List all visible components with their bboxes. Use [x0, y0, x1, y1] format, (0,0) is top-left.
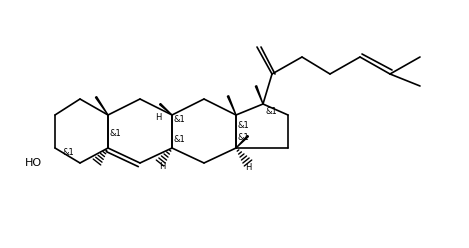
Text: &1: &1 — [265, 107, 277, 117]
Polygon shape — [159, 103, 172, 115]
Text: &1: &1 — [238, 121, 250, 129]
Text: H: H — [159, 162, 165, 171]
Text: H: H — [156, 114, 162, 123]
Text: &1: &1 — [62, 148, 74, 157]
Text: HO: HO — [25, 158, 42, 168]
Text: &1: &1 — [110, 128, 122, 137]
Text: &1: &1 — [238, 133, 250, 143]
Polygon shape — [95, 97, 108, 115]
Polygon shape — [236, 135, 249, 148]
Text: H: H — [245, 163, 251, 172]
Text: &1: &1 — [174, 116, 186, 124]
Polygon shape — [227, 96, 236, 115]
Text: &1: &1 — [174, 135, 186, 145]
Polygon shape — [255, 86, 263, 104]
